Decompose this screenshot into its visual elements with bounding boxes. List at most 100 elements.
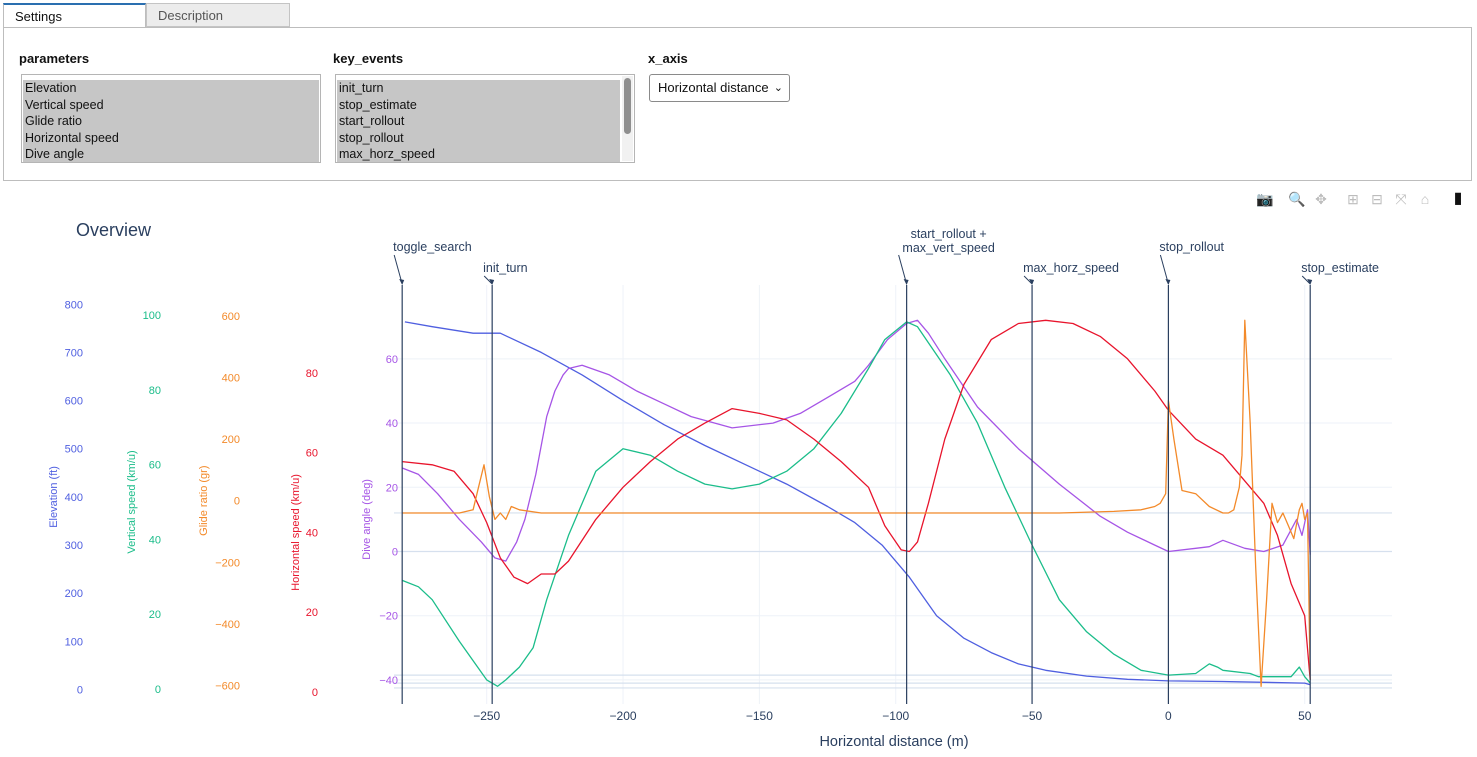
key-events-label: key_events bbox=[333, 51, 404, 66]
parameters-option[interactable]: Elevation bbox=[25, 81, 77, 95]
glide-tick-label: −400 bbox=[215, 619, 240, 631]
glide-tick-label: −600 bbox=[215, 681, 240, 693]
event-arrow bbox=[1159, 254, 1169, 285]
x-tick-label: 0 bbox=[1165, 709, 1172, 723]
pan-icon[interactable]: ✥ bbox=[1315, 191, 1327, 207]
key-events-option[interactable]: start_rollout bbox=[339, 114, 405, 129]
key-events-option[interactable]: stop_rollout bbox=[339, 130, 404, 145]
key-events-options: init_turn stop_estimate start_rollout stop_… bbox=[337, 80, 620, 162]
dive-tick-label: 40 bbox=[386, 418, 398, 430]
x-tick-label: 50 bbox=[1298, 709, 1312, 723]
event-label: stop_rollout bbox=[1159, 240, 1224, 254]
vertical-tick-label: 60 bbox=[149, 460, 161, 472]
event-arrowhead bbox=[1165, 279, 1171, 285]
glide-tick-label: −200 bbox=[215, 557, 240, 569]
key-events-scrollbar[interactable] bbox=[622, 76, 633, 161]
event-arrowhead bbox=[1307, 279, 1313, 285]
elevation-axis-title: Elevation (ft) bbox=[48, 466, 60, 528]
vertical-tick-label: 20 bbox=[149, 609, 161, 621]
event-arrow bbox=[898, 254, 908, 285]
horizontal-axis-title: Horizontal speed (km/u) bbox=[290, 474, 302, 591]
tab-description[interactable]: Description bbox=[146, 3, 290, 27]
parameters-options: Elevation Vertical speed Glide ratio Horizo… bbox=[23, 80, 319, 162]
elevation-tick-label: 200 bbox=[65, 588, 83, 600]
dive-axis-title: Dive angle (deg) bbox=[361, 479, 373, 560]
zoom-in-icon[interactable]: ⊞ bbox=[1347, 191, 1359, 207]
dive-tick-label: −20 bbox=[379, 611, 398, 623]
x-tick-label: −250 bbox=[473, 709, 500, 723]
event-arrow bbox=[483, 275, 493, 285]
plotly-logo-icon[interactable]: ▮ bbox=[1453, 190, 1463, 207]
key-events-listbox[interactable]: init_turn stop_estimate start_rollout stop_… bbox=[335, 74, 635, 163]
parameters-label: parameters bbox=[19, 51, 90, 66]
x-axis: −250 −200 −150 −100 −50 0 50 bbox=[473, 709, 1312, 723]
horizontal-tick-label: 60 bbox=[306, 448, 318, 460]
horizontal-tick-label: 0 bbox=[312, 687, 318, 699]
dive-tick-label: 0 bbox=[392, 546, 398, 558]
key-events-option[interactable]: init_turn bbox=[339, 81, 384, 95]
event-label: max_horz_speed bbox=[1023, 261, 1119, 275]
dive-angle-line bbox=[401, 319, 1311, 562]
horizontal-speed-line bbox=[402, 319, 1311, 680]
vertical-tick-label: 0 bbox=[155, 684, 161, 696]
zoom-out-icon[interactable]: ⊟ bbox=[1371, 191, 1383, 207]
parameters-option[interactable]: Vertical speed bbox=[25, 97, 104, 112]
camera-icon[interactable]: 📷 bbox=[1256, 191, 1274, 207]
glide-tick-label: 600 bbox=[222, 311, 240, 323]
home-icon[interactable]: ⌂ bbox=[1420, 191, 1430, 207]
vertical-tick-label: 100 bbox=[143, 310, 161, 322]
grid-lines bbox=[394, 285, 1392, 704]
x-tick-label: −200 bbox=[610, 709, 637, 723]
glide-tick-label: 0 bbox=[234, 496, 240, 508]
event-arrowhead bbox=[489, 279, 495, 285]
elevation-tick-label: 600 bbox=[65, 396, 83, 408]
key-events-option[interactable]: max_horz_speed bbox=[339, 147, 435, 162]
dive-tick-label: −40 bbox=[379, 675, 398, 687]
horizontal-tick-label: 20 bbox=[306, 607, 318, 619]
elevation-tick-label: 100 bbox=[65, 636, 83, 648]
event-arrowhead bbox=[399, 279, 405, 285]
autoscale-icon[interactable]: ⤧ bbox=[1395, 191, 1407, 207]
vertical-tick-label: 80 bbox=[149, 385, 161, 397]
vertical-axis-title: Vertical speed (km/u) bbox=[126, 450, 138, 553]
zoom-icon[interactable]: 🔍 bbox=[1288, 191, 1306, 207]
event-label: start_rollout + bbox=[911, 227, 987, 241]
event-label: toggle_search bbox=[393, 240, 472, 254]
event-label: stop_estimate bbox=[1301, 261, 1379, 275]
tab-settings[interactable]: Settings bbox=[3, 3, 146, 27]
chevron-down-icon: ⌄ bbox=[773, 82, 783, 94]
x-axis-selected-value: Horizontal distance bbox=[658, 80, 769, 95]
event-arrow bbox=[393, 254, 403, 285]
horizontal-tick-label: 80 bbox=[306, 368, 318, 380]
overview-chart[interactable]: Overview 0100200300400500600700800Elevat… bbox=[0, 200, 1477, 757]
event-label: init_turn bbox=[483, 261, 528, 275]
elevation-tick-label: 700 bbox=[65, 347, 83, 359]
glide-tick-label: 200 bbox=[222, 434, 240, 446]
elevation-tick-label: 0 bbox=[77, 685, 83, 697]
x-axis-label: x_axis bbox=[648, 51, 688, 66]
x-tick-label: −50 bbox=[1022, 709, 1043, 723]
event-arrowhead bbox=[903, 279, 909, 285]
event-arrow bbox=[1023, 275, 1033, 285]
parameters-option[interactable]: Dive angle bbox=[25, 147, 85, 162]
glide-axis-title: Glide ratio (gr) bbox=[198, 466, 210, 536]
glide-ratio-line bbox=[402, 319, 1311, 687]
glide-tick-label: 400 bbox=[222, 372, 240, 384]
series-lines bbox=[401, 319, 1311, 687]
x-tick-label: −150 bbox=[746, 709, 773, 723]
parameters-option[interactable]: Glide ratio bbox=[25, 114, 82, 129]
horizontal-tick-label: 40 bbox=[306, 527, 318, 539]
vertical-tick-label: 40 bbox=[149, 534, 161, 546]
event-arrow bbox=[1301, 275, 1311, 285]
elevation-tick-label: 500 bbox=[65, 444, 83, 456]
event-arrowhead bbox=[1029, 279, 1035, 285]
parameters-option[interactable]: Horizontal speed bbox=[25, 130, 119, 145]
key-events-option[interactable]: stop_estimate bbox=[339, 97, 417, 112]
x-axis-select[interactable]: Horizontal distance ⌄ bbox=[649, 74, 790, 102]
elevation-tick-label: 400 bbox=[65, 492, 83, 504]
parameters-listbox[interactable]: Elevation Vertical speed Glide ratio Horizo… bbox=[21, 74, 321, 163]
event-label: max_vert_speed bbox=[902, 241, 994, 255]
scrollbar-thumb[interactable] bbox=[624, 78, 631, 134]
